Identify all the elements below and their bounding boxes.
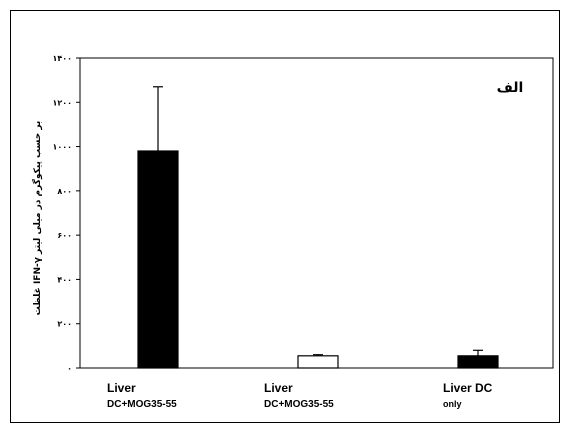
x-category-label-1-line1: Liver bbox=[107, 381, 136, 395]
y-tick-label: ۰ bbox=[67, 364, 72, 373]
bar-1 bbox=[137, 150, 179, 369]
y-axis-ticks: ۰ ۲۰۰ ۴۰۰ ۶۰۰ ۸۰۰ ۱۰۰۰ ۱۲۰۰ ۱۴۰۰ bbox=[52, 54, 80, 373]
y-tick-label: ۶۰۰ bbox=[57, 231, 72, 240]
y-axis-label: غلظت IFN-γ بر حسب پیکوگرم در میلی لیتر bbox=[31, 121, 43, 316]
y-tick-label: ۱۰۰۰ bbox=[52, 143, 72, 152]
y-tick-label: ۸۰۰ bbox=[57, 187, 72, 196]
error-bars bbox=[153, 86, 483, 356]
x-category-label-2-line2: DC+MOG35-55 bbox=[264, 399, 334, 410]
y-tick-label: ۱۲۰۰ bbox=[52, 98, 72, 107]
x-category-label-3-line2: only bbox=[443, 399, 462, 409]
bars bbox=[137, 150, 499, 369]
x-category-label-2-line1: Liver bbox=[264, 381, 293, 395]
y-tick-label: ۲۰۰ bbox=[57, 320, 72, 329]
figure-frame bbox=[10, 10, 560, 423]
x-axis-labels: Liver DC+MOG35-55 Liver DC+MOG35-55 Liver DC… bbox=[107, 381, 493, 410]
y-tick-label: ۱۴۰۰ bbox=[52, 54, 72, 63]
panel-label: الف bbox=[497, 80, 524, 96]
bar-3 bbox=[457, 355, 499, 369]
bar-2 bbox=[297, 355, 339, 369]
x-category-label-1-line2: DC+MOG35-55 bbox=[107, 399, 177, 410]
y-tick-label: ۴۰۰ bbox=[57, 275, 72, 284]
x-category-label-3-line1: Liver DC bbox=[443, 381, 493, 395]
